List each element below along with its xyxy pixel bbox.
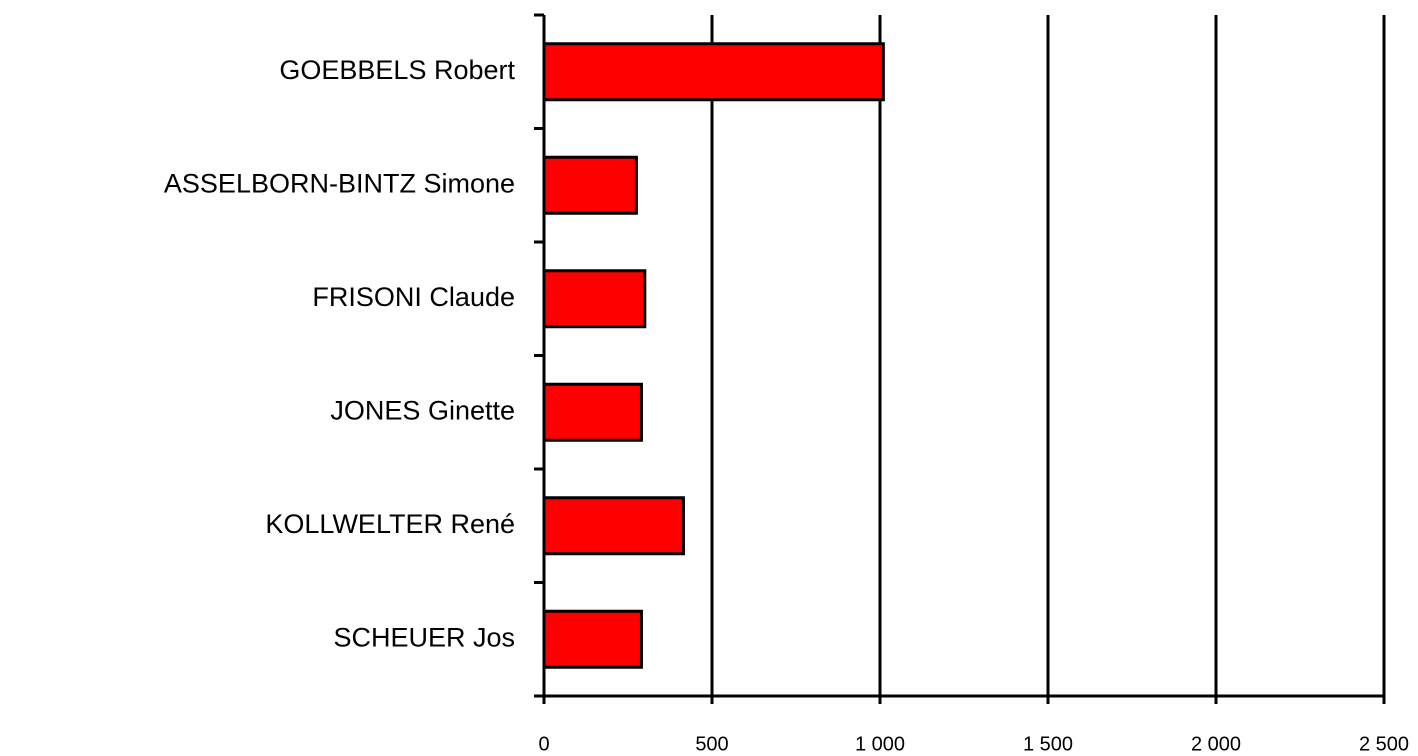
x-tick-label: 2 000	[1191, 733, 1241, 755]
x-tick-label: 0	[538, 733, 549, 755]
y-tick-label: GOEBBELS Robert	[279, 55, 515, 85]
x-tick-label: 1 000	[855, 733, 905, 755]
y-tick-label: SCHEUER Jos	[333, 622, 515, 652]
x-tick-label: 1 500	[1023, 733, 1073, 755]
y-tick-label: JONES Ginette	[330, 395, 515, 425]
x-tick-label: 500	[695, 733, 728, 755]
x-tick-label: 2 500	[1359, 733, 1409, 755]
y-tick-label: FRISONI Claude	[312, 282, 515, 312]
y-tick-label: ASSELBORN-BINTZ Simone	[164, 168, 515, 198]
bar	[542, 382, 643, 442]
bar	[542, 496, 685, 556]
y-tick-label: KOLLWELTER René	[265, 509, 515, 539]
bar	[542, 155, 638, 215]
bar	[542, 269, 647, 329]
bar	[542, 609, 643, 669]
bar	[542, 42, 885, 102]
